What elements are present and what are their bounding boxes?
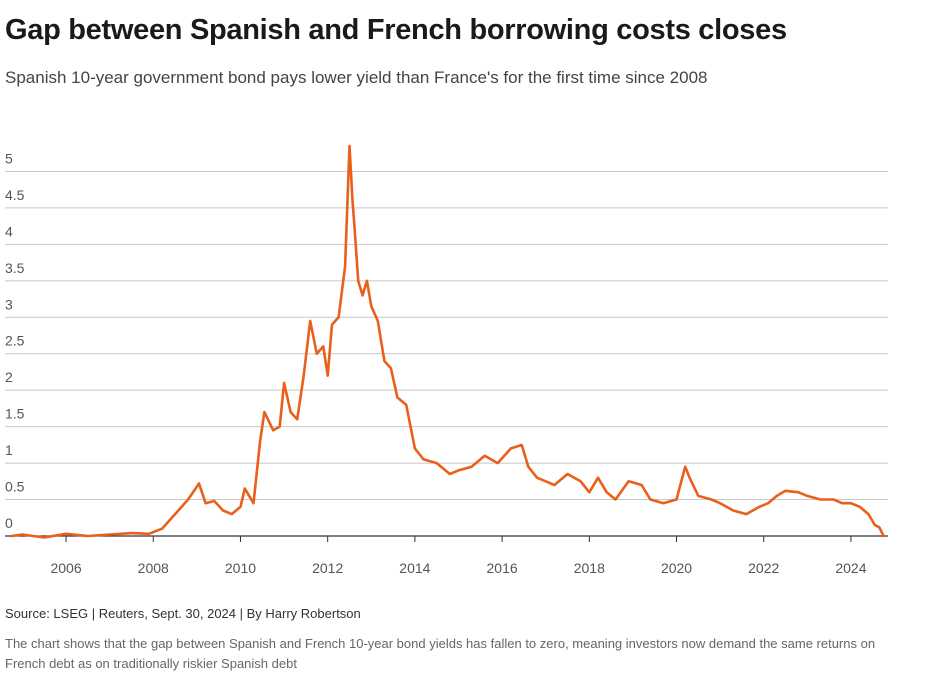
y-tick-label: 3	[5, 296, 13, 312]
x-tick-label: 2018	[574, 560, 605, 576]
chart-description: The chart shows that the gap between Spa…	[5, 636, 876, 671]
y-tick-label: 1.5	[5, 406, 25, 422]
chart-subtitle: Spanish 10-year government bond pays low…	[5, 68, 708, 87]
y-tick-label: 4	[5, 223, 13, 239]
series-line-0	[10, 144, 885, 539]
x-axis-ticks: 2006 2008 2010 2012 2014 2016 2018 2020 2022 2024	[50, 536, 867, 576]
y-tick-label: 2	[5, 369, 13, 385]
y-tick-label: 2.5	[5, 333, 25, 349]
y-tick-label: 1	[5, 442, 13, 458]
y-tick-label: 4.5	[5, 187, 25, 203]
y-tick-label: 0	[5, 515, 13, 531]
x-tick-label: 2008	[138, 560, 169, 576]
x-tick-label: 2022	[748, 560, 779, 576]
y-axis-labels: 0 0.5 1 1.5 2 2.5 3 3.5 4 4.5 5	[5, 150, 25, 531]
source-note: Source: LSEG | Reuters, Sept. 30, 2024 |…	[5, 606, 361, 621]
x-tick-label: 2006	[50, 560, 81, 576]
gridlines	[5, 170, 888, 537]
x-tick-label: 2024	[835, 560, 866, 576]
y-tick-label: 0.5	[5, 479, 25, 495]
chart-title: Gap between Spanish and French borrowing…	[5, 14, 787, 46]
y-tick-label: 3.5	[5, 260, 25, 276]
line-chart: 00.511.522.533.544.55 2006 2008 2010 2012 20…	[5, 144, 888, 576]
x-tick-label: 2014	[399, 560, 430, 576]
y-tick-label: 5	[5, 150, 13, 166]
x-tick-label: 2012	[312, 560, 343, 576]
x-tick-label: 2010	[225, 560, 256, 576]
series-layer	[10, 144, 885, 539]
x-tick-label: 2020	[661, 560, 692, 576]
x-tick-label: 2016	[487, 560, 518, 576]
